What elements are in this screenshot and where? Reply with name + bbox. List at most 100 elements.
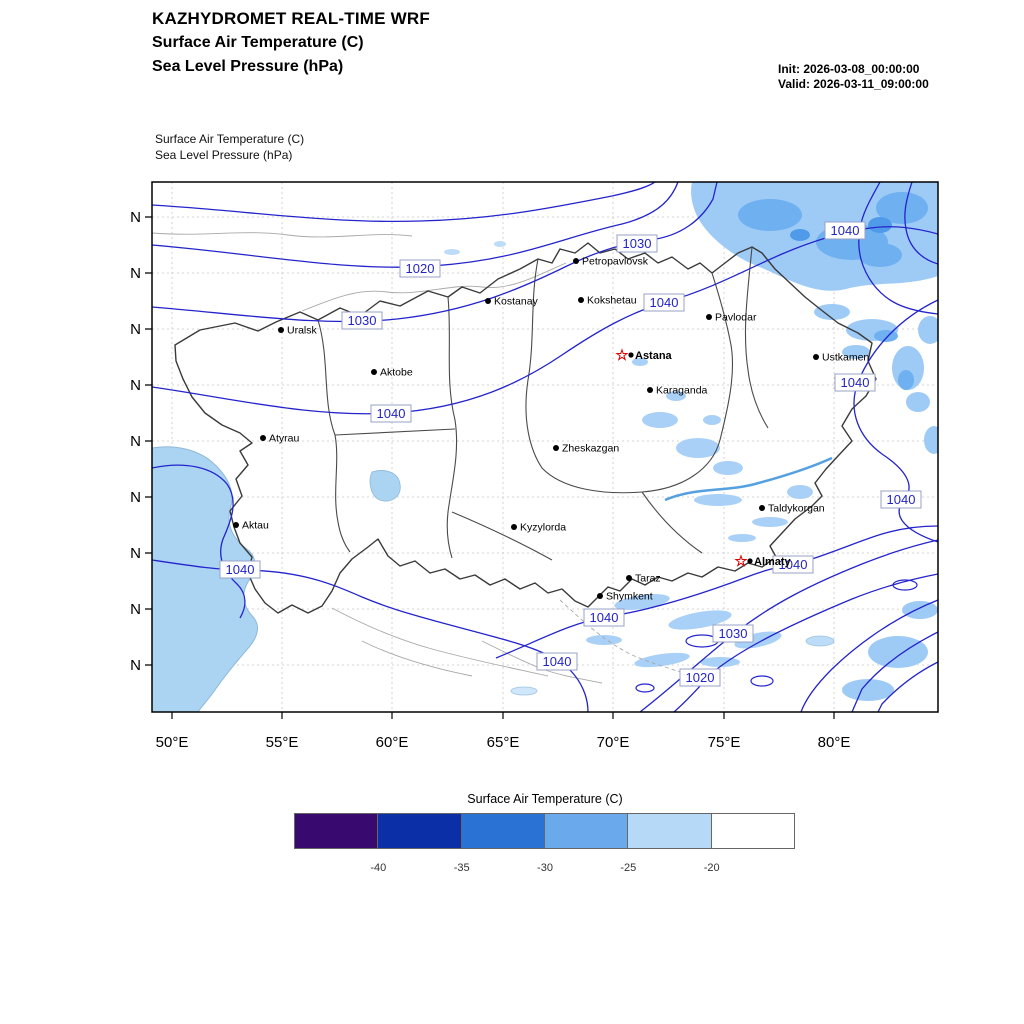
svg-text:1040: 1040	[831, 223, 860, 238]
lat-tick-label: 52°N	[130, 265, 141, 282]
colorbar-cell	[543, 813, 629, 849]
svg-text:Taraz: Taraz	[635, 573, 661, 585]
colorbar-cell	[710, 813, 795, 849]
colorbar-tick-label: -25	[620, 862, 637, 874]
aral-sea	[369, 470, 401, 502]
isobar-1020-south	[673, 573, 938, 712]
colorbar-cell	[460, 813, 545, 849]
svg-text:1040: 1040	[887, 492, 916, 507]
svg-text:Uralsk: Uralsk	[287, 325, 318, 337]
city-marker-shymkent: Shymkent	[597, 591, 653, 603]
pressure-label: 1040	[824, 221, 866, 240]
colorbar-tick-label: -30	[537, 862, 553, 874]
pressure-label: 1040	[370, 404, 412, 423]
lon-tick-label: 75°E	[708, 734, 741, 751]
pressure-label: 1020	[399, 259, 441, 278]
pressure-label: 1040	[643, 293, 685, 312]
map-frame	[151, 181, 939, 713]
lat-axis-labels: 54°N 52°N 50°N 48°N 46°N 44°N 42°N 40°N …	[130, 209, 141, 674]
isobar-1040-east	[853, 299, 938, 543]
colorbar-ticks: -40 -35 -30 -25 -20	[295, 862, 795, 878]
svg-text:1030: 1030	[623, 236, 652, 251]
map-subtitle-temp: Surface Air Temperature (C)	[155, 132, 305, 146]
colorbar	[294, 813, 795, 849]
axis-ticks-bottom	[171, 712, 835, 719]
caspian-sea	[152, 446, 258, 712]
pressure-label: 1030	[341, 311, 383, 330]
svg-text:1040: 1040	[543, 654, 572, 669]
valid-time: Valid: 2026-03-11_09:00:00	[778, 77, 929, 91]
svg-text:1040: 1040	[590, 610, 619, 625]
city-marker-kyzylorda: Kyzylorda	[511, 522, 566, 534]
pressure-label: 1040	[880, 490, 922, 509]
colorbar-cell	[627, 813, 712, 849]
lon-tick-label: 60°E	[376, 734, 409, 751]
colorbar-tick-label: -35	[453, 862, 470, 874]
svg-text:☆: ☆	[734, 553, 748, 570]
lon-tick-label: 65°E	[487, 734, 520, 751]
colorbar-cell	[294, 813, 379, 849]
lon-tick-label: 80°E	[818, 734, 851, 751]
city-markers: Petropavlovsk Kostanay Kokshetau Pavloda…	[233, 256, 869, 603]
svg-text:Zheskazgan: Zheskazgan	[562, 443, 619, 455]
pressure-label: 1020	[679, 668, 721, 687]
city-marker-astana: ☆ Astana	[615, 347, 672, 364]
colorbar-cell	[377, 813, 462, 849]
lat-tick-label: 38°N	[130, 657, 141, 674]
svg-text:1020: 1020	[686, 670, 715, 685]
svg-text:Kyzylorda: Kyzylorda	[520, 522, 566, 534]
svg-text:Aktau: Aktau	[242, 520, 269, 532]
isobar-line	[152, 182, 656, 223]
pressure-label: 1040	[834, 373, 876, 392]
svg-text:1020: 1020	[406, 261, 435, 276]
svg-text:1030: 1030	[719, 626, 748, 641]
svg-text:Kokshetau: Kokshetau	[587, 295, 637, 307]
city-marker-kokshetau: Kokshetau	[578, 295, 637, 307]
coastlines	[152, 232, 835, 696]
svg-text:Karaganda: Karaganda	[656, 385, 708, 397]
lon-axis-labels: 50°E 55°E 60°E 65°E 70°E 75°E 80°E	[156, 734, 851, 751]
svg-text:Astana: Astana	[635, 350, 673, 362]
lat-tick-label: 50°N	[130, 321, 141, 338]
colorbar-tick-label: -40	[370, 862, 387, 874]
legend-title: Surface Air Temperature (C)	[467, 792, 623, 806]
svg-text:Shymkent: Shymkent	[606, 591, 653, 603]
svg-text:1030: 1030	[348, 313, 377, 328]
city-marker-almaty: ☆ Almaty	[734, 553, 791, 570]
svg-text:Pavlodar: Pavlodar	[715, 312, 757, 324]
header: KAZHYDROMET REAL-TIME WRF Surface Air Te…	[152, 6, 430, 79]
city-marker-atyrau: Atyrau	[260, 433, 300, 445]
product-title: KAZHYDROMET REAL-TIME WRF	[152, 9, 430, 28]
pressure-labels: 1020 1030 1040 1040 1030 1040 1040 1040 …	[219, 221, 922, 687]
axis-ticks-left	[145, 216, 152, 666]
lat-tick-label: 44°N	[130, 489, 141, 506]
city-marker-taraz: Taraz	[626, 573, 661, 585]
lat-tick-label: 46°N	[130, 433, 141, 450]
svg-text:☆: ☆	[615, 347, 629, 364]
city-marker-petropavlovsk: Petropavlovsk	[573, 256, 649, 268]
svg-text:Atyrau: Atyrau	[269, 433, 300, 445]
pressure-label: 1030	[616, 234, 658, 253]
city-marker-pavlodar: Pavlodar	[706, 312, 757, 324]
svg-text:1040: 1040	[650, 295, 679, 310]
svg-text:Petropavlovsk: Petropavlovsk	[582, 256, 649, 268]
svg-text:1040: 1040	[226, 562, 255, 577]
lat-tick-label: 42°N	[130, 545, 141, 562]
pressure-label: 1040	[583, 608, 625, 627]
city-marker-zheskazgan: Zheskazgan	[553, 443, 619, 455]
svg-text:1040: 1040	[841, 375, 870, 390]
lon-tick-label: 70°E	[597, 734, 630, 751]
svg-text:Aktobe: Aktobe	[380, 367, 413, 379]
lat-tick-label: 54°N	[130, 209, 141, 226]
pressure-label: 1030	[712, 624, 754, 643]
map-canvas: 1020 1030 1040 1040 1030 1040 1040 1040 …	[130, 181, 939, 751]
pressure-label: 1040	[772, 555, 814, 574]
pressure-label: 1040	[536, 652, 578, 671]
lat-tick-label: 40°N	[130, 601, 141, 618]
svg-text:Taldykorgan: Taldykorgan	[768, 503, 825, 515]
city-marker-aktobe: Aktobe	[371, 367, 413, 379]
field-pres-label: Sea Level Pressure (hPa)	[152, 58, 344, 75]
svg-text:Almaty: Almaty	[754, 556, 792, 568]
city-marker-taldykorgan: Taldykorgan	[759, 503, 825, 515]
